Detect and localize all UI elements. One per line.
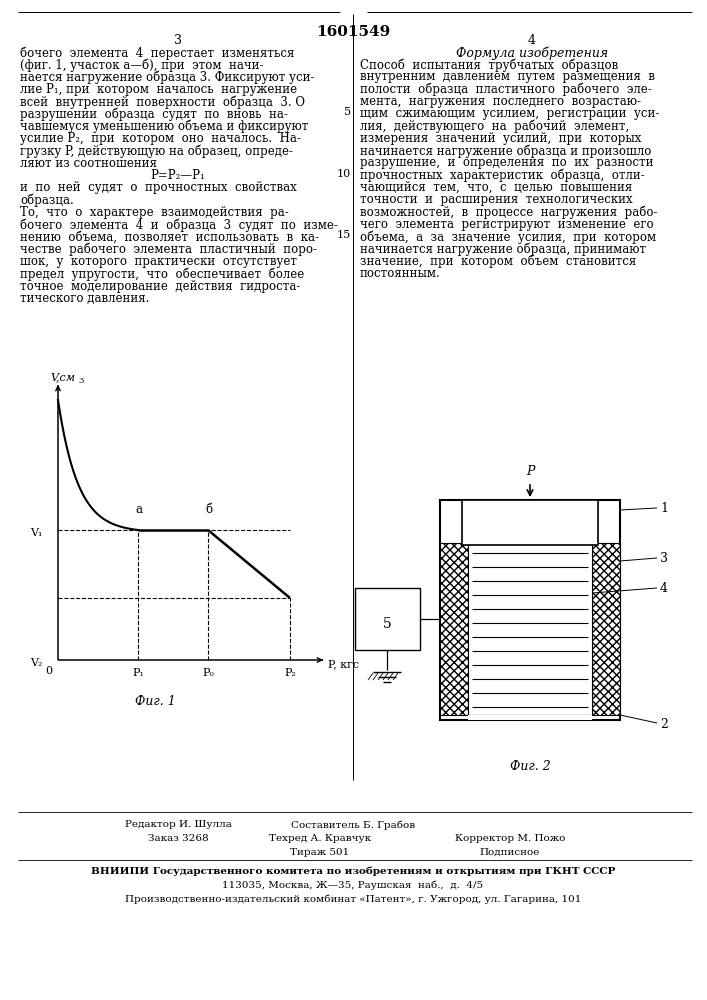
Text: Составитель Б. Грабов: Составитель Б. Грабов [291,820,415,830]
Text: а: а [136,503,143,516]
Text: 0: 0 [45,666,52,676]
Text: и  по  ней  судят  о  прочностных  свойствах: и по ней судят о прочностных свойствах [20,181,297,194]
Text: разрушение,  и  определения  по  их  разности: разрушение, и определения по их разности [360,156,653,169]
Text: 113035, Москва, Ж—35, Раушская  наб.,  д.  4/5: 113035, Москва, Ж—35, Раушская наб., д. … [223,880,484,890]
Bar [468,715,592,720]
Text: 3: 3 [174,34,182,47]
Text: Производственно-издательский комбинат «Патент», г. Ужгород, ул. Гагарина, 101: Производственно-издательский комбинат «П… [125,894,581,904]
Text: P₁: P₁ [132,668,144,678]
Text: Фиг. 1: Фиг. 1 [134,695,175,708]
Bar [592,543,620,715]
Text: точное  моделирование  действия  гидроста-: точное моделирование действия гидроста- [20,280,300,293]
Text: 1601549: 1601549 [316,25,390,39]
Text: тического давления.: тического давления. [20,292,149,305]
Text: нению  объема,  позволяет  использовать  в  ка-: нению объема, позволяет использовать в к… [20,231,319,243]
Text: чающийся  тем,  что,  с  целью  повышения: чающийся тем, что, с целью повышения [360,181,632,194]
Text: P₂: P₂ [284,668,296,678]
Text: разрушении  образца  судят  по  вновь  на-: разрушении образца судят по вновь на- [20,107,288,121]
Text: лия,  действующего  на  рабочий  элемент,: лия, действующего на рабочий элемент, [360,119,629,133]
Text: измерения  значений  усилий,  при  которых: измерения значений усилий, при которых [360,132,641,145]
Text: ВНИИПИ Государственного комитета по изобретениям и открытиям при ГКНТ СССР: ВНИИПИ Государственного комитета по изоб… [90,866,615,876]
Text: То,  что  о  характере  взаимодействия  ра-: То, что о характере взаимодействия ра- [20,206,288,219]
Text: грузку P, действующую на образец, опреде-: грузку P, действующую на образец, опреде… [20,144,293,158]
Text: V₁: V₁ [30,528,42,538]
Text: щим  сжимающим  усилием,  регистрации  уси-: щим сжимающим усилием, регистрации уси- [360,107,660,120]
Text: V,cм: V,cм [50,372,75,382]
Text: 1: 1 [660,502,668,514]
Text: Тираж 501: Тираж 501 [291,848,350,857]
Text: P: P [526,465,534,478]
Text: объема,  а  за  значение  усилия,  при  котором: объема, а за значение усилия, при которо… [360,230,656,244]
Text: начинается нагружение образца и произошло: начинается нагружение образца и произошл… [360,144,651,158]
Text: 2: 2 [660,718,668,732]
Bar [440,500,620,720]
Text: Корректор М. Пожо: Корректор М. Пожо [455,834,565,843]
Text: честве  рабочего  элемента  пластичный  поро-: честве рабочего элемента пластичный поро… [20,243,317,256]
Text: прочностных  характеристик  образца,  отли-: прочностных характеристик образца, отли- [360,169,645,182]
Text: лие P₁, при  котором  началось  нагружение: лие P₁, при котором началось нагружение [20,83,297,96]
Text: внутренним  давлением  путем  размещения  в: внутренним давлением путем размещения в [360,70,655,83]
Text: P, кгс: P, кгс [328,659,359,669]
Text: нается нагружение образца 3. Фиксируют уси-: нается нагружение образца 3. Фиксируют у… [20,71,315,84]
Text: возможностей,  в  процессе  нагружения  рабо-: возможностей, в процессе нагружения рабо… [360,206,658,219]
Text: шок,  у  которого  практически  отсутствует: шок, у которого практически отсутствует [20,255,297,268]
Text: мента,  нагружения  последнего  возрастаю-: мента, нагружения последнего возрастаю- [360,95,641,108]
Text: начинается нагружение образца, принимают: начинается нагружение образца, принимают [360,242,646,256]
Text: значение,  при  котором  объем  становится: значение, при котором объем становится [360,255,636,268]
Text: 5: 5 [382,617,392,631]
Text: б: б [206,503,213,516]
Text: Формула изобретения: Формула изобретения [456,46,608,60]
Text: ляют из соотношения: ляют из соотношения [20,157,157,170]
Text: Заказ 3268: Заказ 3268 [148,834,209,843]
Text: бочего  элемента  4  перестает  изменяться: бочего элемента 4 перестает изменяться [20,46,294,60]
Text: чавшемуся уменьшению объема и фиксируют: чавшемуся уменьшению объема и фиксируют [20,120,308,133]
Text: Фиг. 2: Фиг. 2 [510,760,550,773]
Text: Способ  испытания  трубчатых  образцов: Способ испытания трубчатых образцов [360,58,618,72]
Text: 4: 4 [528,34,536,47]
Text: 5: 5 [344,107,351,117]
Text: Техред А. Кравчук: Техред А. Кравчук [269,834,371,843]
Text: P=P₂—P₁: P=P₂—P₁ [151,169,205,182]
Text: образца.: образца. [20,194,74,207]
Text: предел  упругости,  что  обеспечивает  более: предел упругости, что обеспечивает более [20,267,304,281]
Text: полости  образца  пластичного  рабочего  эле-: полости образца пластичного рабочего эле… [360,83,652,96]
Bar [468,543,592,715]
Text: всей  внутренней  поверхности  образца  3. О: всей внутренней поверхности образца 3. О [20,95,305,109]
Text: P₀: P₀ [202,668,214,678]
Text: 10: 10 [337,169,351,179]
Text: V₂: V₂ [30,658,42,668]
Text: 15: 15 [337,230,351,240]
Text: постоянным.: постоянным. [360,267,440,280]
Text: усилие P₂,  при  котором  оно  началось.  На-: усилие P₂, при котором оно началось. На- [20,132,301,145]
Text: Редактор И. Шулла: Редактор И. Шулла [124,820,231,829]
Text: Подписное: Подписное [480,848,540,857]
Bar [440,543,468,715]
Text: чего  элемента  регистрируют  изменение  его: чего элемента регистрируют изменение его [360,218,654,231]
Bar [462,500,598,545]
Text: 4: 4 [660,582,668,594]
Text: 3: 3 [660,552,668,564]
Bar [355,588,420,650]
Text: бочего  элемента  4  и  образца  3  судят  по  изме-: бочего элемента 4 и образца 3 судят по и… [20,218,338,232]
Text: 3: 3 [78,377,83,385]
Text: точности  и  расширения  технологических: точности и расширения технологических [360,193,633,206]
Text: (фиг. 1, участок а—б), при  этом  начи-: (фиг. 1, участок а—б), при этом начи- [20,58,264,72]
